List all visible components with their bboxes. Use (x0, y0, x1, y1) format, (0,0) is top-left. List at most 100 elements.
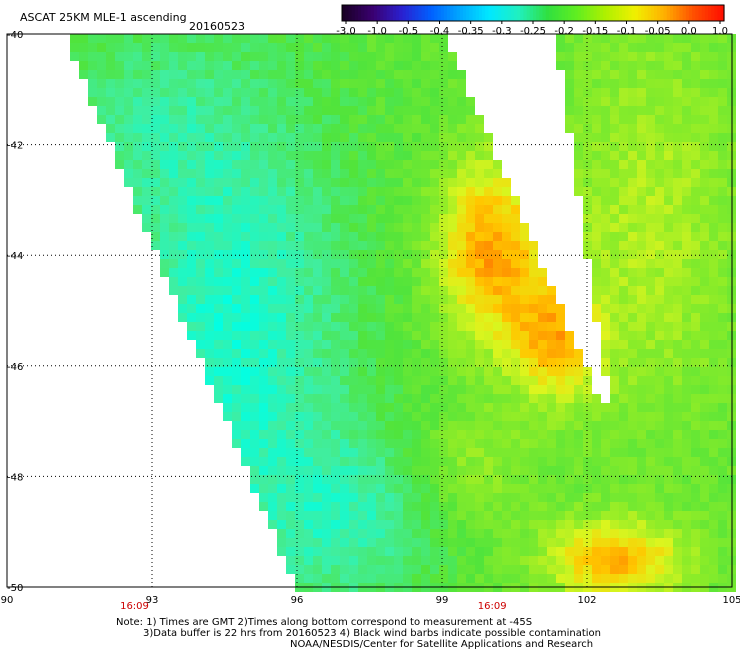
swath-cell (628, 133, 637, 142)
swath-cell (655, 232, 664, 241)
swath-cell (574, 511, 583, 520)
swath-cell (583, 493, 592, 502)
swath-cell (475, 547, 484, 556)
swath-cell (448, 547, 457, 556)
swath-cell (637, 367, 646, 376)
swath-cell (565, 115, 574, 124)
swath-cell (304, 169, 313, 178)
swath-cell (349, 475, 358, 484)
swath-cell (430, 466, 439, 475)
swath-cell (682, 151, 691, 160)
swath-cell (232, 421, 241, 430)
swath-cell (583, 205, 592, 214)
swath-cell (367, 223, 376, 232)
swath-cell (97, 106, 106, 115)
swath-cell (664, 556, 673, 565)
swath-cell (250, 322, 259, 331)
swath-cell (592, 493, 601, 502)
swath-cell (385, 43, 394, 52)
swath-cell (556, 493, 565, 502)
swath-cell (349, 214, 358, 223)
swath-cell (457, 574, 466, 583)
swath-cell (637, 187, 646, 196)
swath-cell (196, 124, 205, 133)
swath-cell (448, 322, 457, 331)
swath-cell (700, 286, 709, 295)
swath-cell (187, 331, 196, 340)
swath-cell (583, 529, 592, 538)
colorbar-swatch (669, 5, 674, 21)
swath-cell (349, 565, 358, 574)
swath-cell (160, 241, 169, 250)
swath-cell (691, 556, 700, 565)
swath-cell (610, 52, 619, 61)
swath-cell (295, 304, 304, 313)
swath-cell (502, 196, 511, 205)
latitude-label: -40 (7, 30, 23, 41)
swath-cell (484, 331, 493, 340)
swath-cell (286, 79, 295, 88)
swath-cell (655, 268, 664, 277)
swath-cell (151, 214, 160, 223)
swath-cell (502, 322, 511, 331)
swath-cell (331, 34, 340, 43)
swath-cell (592, 79, 601, 88)
swath-cell (583, 520, 592, 529)
swath-cell (421, 43, 430, 52)
swath-cell (619, 196, 628, 205)
swath-cell (349, 511, 358, 520)
swath-cell (475, 376, 484, 385)
swath-cell (466, 448, 475, 457)
swath-cell (412, 511, 421, 520)
swath-cell (538, 466, 547, 475)
colorbar-swatch (443, 5, 448, 21)
swath-cell (322, 394, 331, 403)
swath-cell (718, 322, 727, 331)
swath-cell (673, 151, 682, 160)
swath-cell (259, 106, 268, 115)
swath-cell (295, 340, 304, 349)
swath-cell (385, 421, 394, 430)
swath-cell (646, 304, 655, 313)
swath-cell (529, 277, 538, 286)
swath-cell (673, 421, 682, 430)
swath-cell (169, 268, 178, 277)
swath-cell (682, 331, 691, 340)
swath-cell (412, 466, 421, 475)
swath-cell (295, 97, 304, 106)
swath-cell (277, 124, 286, 133)
swath-cell (340, 295, 349, 304)
swath-cell (619, 268, 628, 277)
swath-cell (403, 70, 412, 79)
swath-cell (556, 529, 565, 538)
swath-cell (700, 358, 709, 367)
swath-cell (439, 88, 448, 97)
colorbar-swatch (708, 5, 712, 21)
swath-cell (691, 520, 700, 529)
swath-cell (484, 268, 493, 277)
colorbar-swatch (606, 5, 610, 21)
swath-cell (592, 502, 601, 511)
swath-cell (502, 286, 511, 295)
swath-cell (376, 70, 385, 79)
swath-cell (196, 205, 205, 214)
swath-cell (637, 358, 646, 367)
swath-cell (205, 187, 214, 196)
swath-cell (601, 448, 610, 457)
swath-cell (610, 142, 619, 151)
swath-cell (430, 250, 439, 259)
swath-cell (178, 196, 187, 205)
swath-cell (277, 511, 286, 520)
swath-cell (133, 187, 142, 196)
swath-cell (367, 385, 376, 394)
swath-cell (610, 511, 619, 520)
swath-cell (313, 124, 322, 133)
swath-cell (376, 142, 385, 151)
swath-cell (601, 232, 610, 241)
swath-cell (232, 34, 241, 43)
swath-cell (358, 331, 367, 340)
swath-cell (205, 178, 214, 187)
swath-cell (610, 187, 619, 196)
swath-cell (466, 169, 475, 178)
swath-cell (331, 511, 340, 520)
